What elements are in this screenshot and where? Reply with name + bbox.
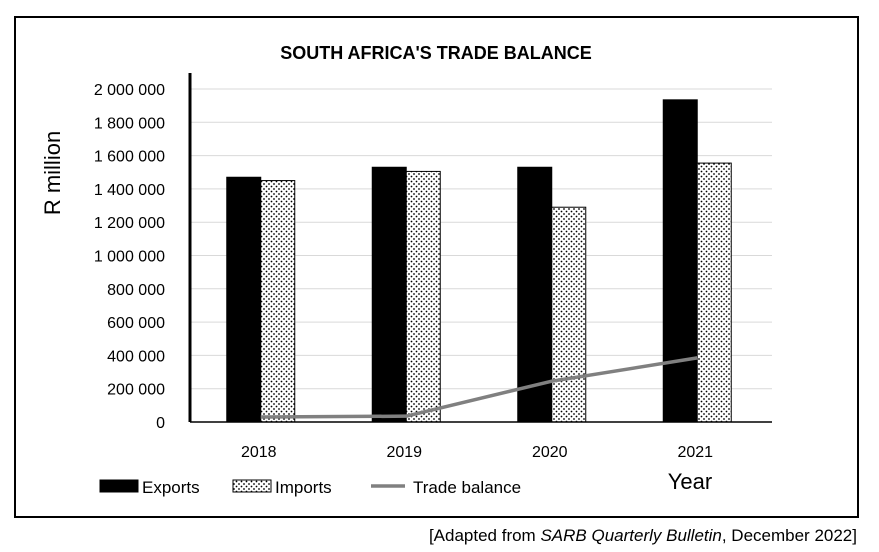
y-tick-label: 1 600 000 [94,149,165,166]
bar-imports [260,180,296,423]
y-tick-label: 2 000 000 [94,82,165,99]
bar-imports [696,162,732,423]
y-tick-label: 200 000 [107,382,165,399]
source-publication: SARB Quarterly Bulletin [540,526,722,545]
legend-label-imports: Imports [275,478,332,497]
bar-imports [551,206,587,423]
legend-label-exports: Exports [142,478,200,497]
chart-title: SOUTH AFRICA'S TRADE BALANCE [280,43,592,63]
source-note: [Adapted from SARB Quarterly Bulletin, D… [429,526,857,546]
chart-frame [14,16,859,518]
y-tick-label: 600 000 [107,315,165,332]
source-suffix: , December 2022] [721,526,857,545]
source-prefix: [Adapted from [428,526,541,545]
bar-exports [226,176,262,423]
y-tick-label: 1 200 000 [94,215,165,232]
bar-exports [371,166,407,423]
legend-label-trade-balance: Trade balance [413,478,521,497]
y-tick-label: 1 000 000 [94,249,165,266]
x-tick-label: 2018 [241,444,277,461]
y-tick-label: 800 000 [107,282,165,299]
y-tick-label: 400 000 [107,348,165,365]
trade-balance-line [260,356,698,419]
y-tick-label: 0 [156,415,165,432]
legend-swatch-exports [99,479,139,493]
bar-imports [405,170,441,423]
y-axis-label: R million [40,131,65,215]
bar-exports [662,99,698,423]
x-tick-label: 2020 [532,444,568,461]
y-tick-label: 1 800 000 [94,115,165,132]
x-tick-label: 2021 [677,444,713,461]
bar-exports [517,166,553,423]
legend-swatch-imports [232,479,272,493]
x-axis-label: Year [668,469,712,494]
x-tick-label: 2019 [386,444,422,461]
y-tick-label: 1 400 000 [94,182,165,199]
